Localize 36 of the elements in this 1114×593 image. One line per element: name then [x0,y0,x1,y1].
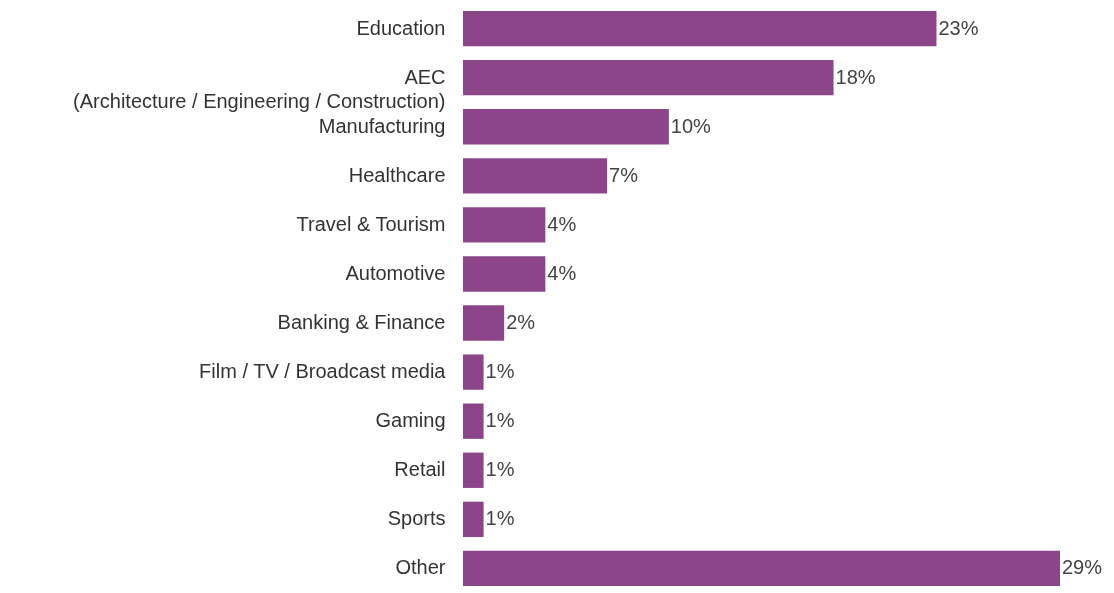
y-tick-label: Retail [394,458,446,481]
y-tick-label: Other [395,556,446,579]
data-label: 1% [485,360,515,383]
y-tick-label: Film / TV / Broadcast media [199,360,447,383]
data-label: 10% [670,114,712,137]
bar [463,501,484,538]
y-tick-label: Education [356,16,446,39]
bar [463,207,546,243]
bar [463,59,834,96]
bar [463,550,1060,587]
bar [463,158,608,194]
data-label: 1% [485,507,515,530]
y-tick-label: Travel & Tourism [296,212,446,235]
y-tick-label: Automotive [345,261,446,284]
y-tick-label: Manufacturing [318,114,446,137]
data-label: 29% [1062,556,1103,579]
y-tick-label: Healthcare [348,163,446,186]
y-tick-label: Sports [387,507,446,530]
bar [463,305,505,341]
data-label: 4% [547,212,577,235]
data-label: 7% [609,163,639,186]
bar [463,452,484,488]
data-label: 23% [938,16,979,39]
bar [463,109,669,145]
data-label: 18% [835,65,876,88]
data-label: 1% [485,458,515,481]
y-tick-label: Banking & Finance [277,311,446,334]
data-label: 2% [506,311,536,334]
bar [463,256,546,292]
y-tick-label: AEC (Architecture / Engineering / Construction) [73,65,446,112]
y-tick-label: Gaming [375,409,446,432]
bar [463,10,937,47]
bar [463,403,484,439]
data-label: 1% [485,409,515,432]
bar [463,354,484,390]
data-label: 4% [547,261,577,284]
